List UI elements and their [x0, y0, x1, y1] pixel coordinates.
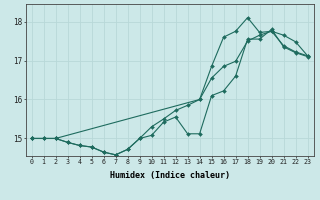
- X-axis label: Humidex (Indice chaleur): Humidex (Indice chaleur): [109, 171, 230, 180]
